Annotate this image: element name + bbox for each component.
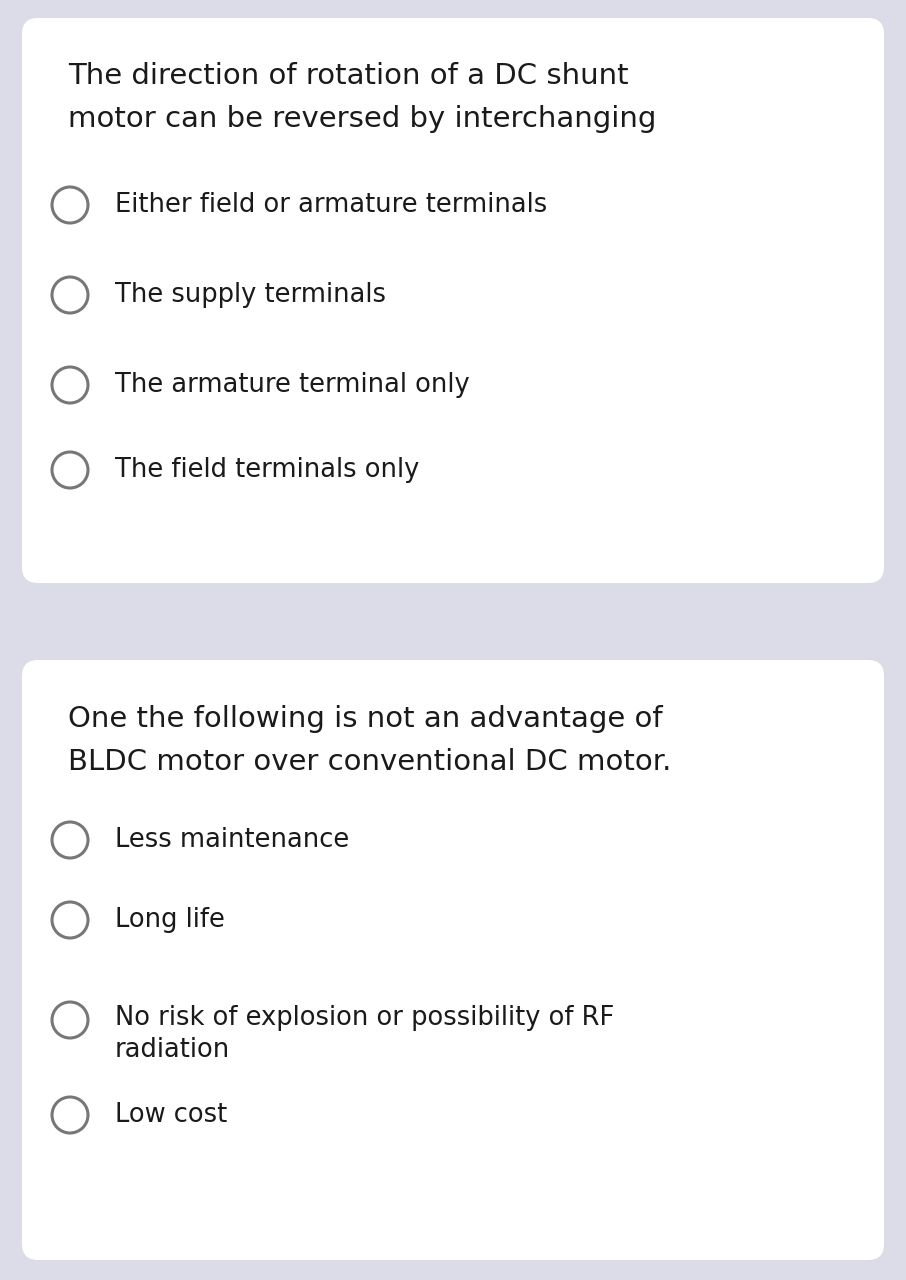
Text: BLDC motor over conventional DC motor.: BLDC motor over conventional DC motor. bbox=[68, 748, 671, 776]
Text: Low cost: Low cost bbox=[115, 1102, 227, 1128]
Text: The direction of rotation of a DC shunt: The direction of rotation of a DC shunt bbox=[68, 61, 629, 90]
Text: Either field or armature terminals: Either field or armature terminals bbox=[115, 192, 547, 218]
FancyBboxPatch shape bbox=[22, 18, 884, 582]
Text: Long life: Long life bbox=[115, 908, 225, 933]
Text: motor can be reversed by interchanging: motor can be reversed by interchanging bbox=[68, 105, 656, 133]
Text: One the following is not an advantage of: One the following is not an advantage of bbox=[68, 705, 662, 733]
Text: radiation: radiation bbox=[115, 1037, 230, 1062]
Text: The supply terminals: The supply terminals bbox=[115, 282, 386, 308]
Text: No risk of explosion or possibility of RF: No risk of explosion or possibility of R… bbox=[115, 1005, 614, 1030]
Text: The armature terminal only: The armature terminal only bbox=[115, 372, 469, 398]
Text: Less maintenance: Less maintenance bbox=[115, 827, 349, 852]
FancyBboxPatch shape bbox=[22, 660, 884, 1260]
Text: The field terminals only: The field terminals only bbox=[115, 457, 419, 483]
